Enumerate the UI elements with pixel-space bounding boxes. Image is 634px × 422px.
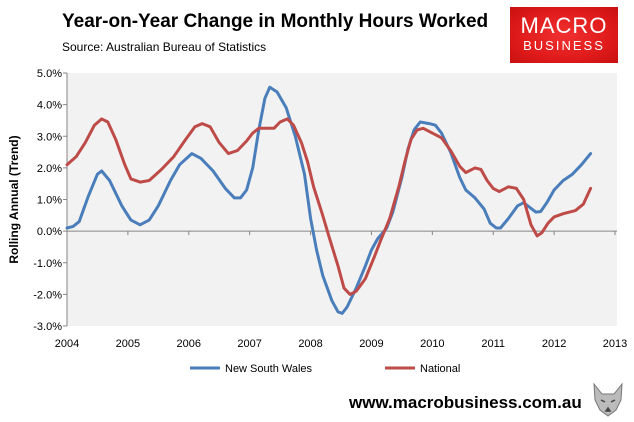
macrobusiness-logo: MACRO BUSINESS	[510, 7, 618, 63]
x-tick-label: 2006	[177, 338, 201, 350]
y-tick-label: 1.0%	[37, 195, 62, 207]
y-tick-label: -3.0%	[33, 321, 62, 333]
y-tick-label: -1.0%	[33, 258, 62, 270]
footer-url: www.macrobusiness.com.au	[349, 393, 582, 412]
x-tick-label: 2010	[420, 338, 444, 350]
logo-line2: BUSINESS	[523, 38, 605, 53]
y-tick-label: 3.0%	[37, 131, 62, 143]
chart-title: Year-on-Year Change in Monthly Hours Wor…	[62, 11, 489, 32]
x-tick-label: 2008	[298, 338, 322, 350]
y-tick-label: 5.0%	[37, 68, 62, 80]
y-tick-label: 0.0%	[37, 226, 62, 238]
x-tick-label: 2012	[542, 338, 566, 350]
chart-source: Source: Australian Bureau of Statistics	[62, 40, 267, 54]
y-tick-label: -2.0%	[33, 289, 62, 301]
plot-area	[67, 73, 617, 326]
x-tick-label: 2004	[55, 338, 79, 350]
x-tick-label: 2007	[237, 338, 261, 350]
x-tick-label: 2005	[116, 338, 140, 350]
y-tick-label: 4.0%	[37, 100, 62, 112]
legend-label: National	[420, 363, 460, 375]
wolf-logo-icon	[588, 380, 628, 420]
logo-line1: MACRO	[520, 13, 608, 38]
x-tick-label: 2011	[481, 338, 505, 350]
y-axis-label: Rolling Annual (Trend)	[7, 135, 21, 263]
legend-label: New South Wales	[225, 363, 313, 375]
series-line-new-south-wales	[65, 85, 593, 315]
x-tick-label: 2013	[603, 338, 627, 350]
series-line-national	[65, 117, 593, 296]
y-tick-label: 2.0%	[37, 163, 62, 175]
x-tick-label: 2009	[359, 338, 383, 350]
